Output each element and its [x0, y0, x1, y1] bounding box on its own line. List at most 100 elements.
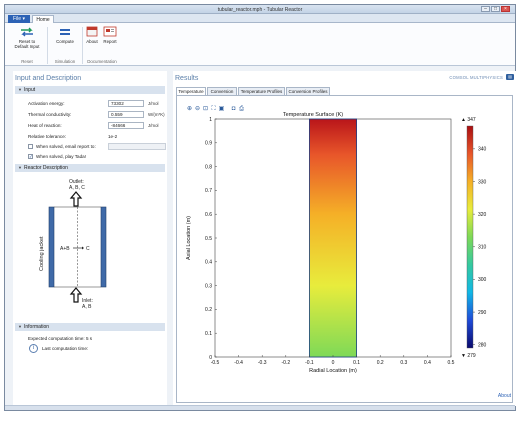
- x-tick-label: -0.5: [211, 360, 220, 366]
- status-bar: [5, 405, 515, 410]
- file-menu-tab[interactable]: File ▾: [8, 15, 30, 23]
- reset-button[interactable]: Reset to Default Input: [11, 26, 43, 49]
- colorbar-tick-label: 300: [478, 277, 487, 283]
- play-tada-checkbox[interactable]: ✓: [28, 154, 33, 159]
- y-tick-label: 0.4: [205, 260, 212, 266]
- about-link[interactable]: About: [497, 393, 511, 399]
- heat-of-reaction-label: Heat of reaction:: [28, 123, 62, 128]
- tab-conversion[interactable]: Conversion: [207, 87, 237, 95]
- y-tick-label: 0.3: [205, 283, 212, 289]
- colorbar-tick-label: 330: [478, 179, 487, 185]
- colorbar: [466, 125, 474, 349]
- y-tick-label: 0: [209, 355, 212, 361]
- zoom-extents-icon[interactable]: ⛶: [211, 106, 216, 112]
- y-tick-label: 0.5: [205, 236, 212, 242]
- y-tick-label: 0.1: [205, 331, 212, 337]
- outlet-label: Outlet:: [69, 179, 84, 185]
- product-label: C: [86, 246, 90, 252]
- collapse-icon: ▼: [18, 324, 22, 329]
- minimize-icon[interactable]: –: [481, 6, 490, 12]
- tolerance-value[interactable]: 1e-2: [108, 134, 118, 139]
- x-tick-label: -0.4: [234, 360, 243, 366]
- y-tick-label: 0.7: [205, 188, 212, 194]
- reactor-section-header[interactable]: ▼ Reactor Description: [15, 164, 165, 172]
- tab-conversion-profiles[interactable]: Conversion Profiles: [286, 87, 330, 95]
- print-icon[interactable]: ⎙: [239, 106, 244, 112]
- thermal-conductivity-input[interactable]: 0.559: [108, 111, 144, 118]
- info-icon: i: [29, 344, 38, 353]
- heat-of-reaction-unit: J/mol: [148, 123, 159, 128]
- thermal-conductivity-label: Thermal conductivity:: [28, 112, 72, 117]
- results-title: Results: [175, 75, 199, 82]
- home-tab[interactable]: Home: [32, 15, 54, 24]
- right-jacket: [100, 206, 107, 288]
- close-icon[interactable]: ×: [501, 6, 510, 12]
- zoom-in-icon[interactable]: ⊕: [186, 106, 193, 112]
- colorbar-tick-label: 310: [478, 245, 487, 251]
- play-tada-label: When solved, play Tada!: [36, 154, 86, 159]
- inlet-species: A, B: [82, 304, 92, 310]
- input-pane-title: Input and Description: [15, 75, 82, 82]
- information-section-header[interactable]: ▼ Information: [15, 323, 165, 331]
- results-pane: Results COMSOL MULTIPHYSICS ▤ Temperatur…: [173, 71, 517, 406]
- heat-of-reaction-input[interactable]: -84666: [108, 122, 144, 129]
- group-label-reset: Reset: [21, 59, 33, 64]
- ribbon: Reset to Default Input Compute About: [5, 23, 515, 66]
- left-jacket: [48, 206, 55, 288]
- about-button[interactable]: About: [83, 26, 101, 44]
- outlet-species: A, B, C: [69, 185, 85, 191]
- group-separator: [82, 27, 83, 64]
- x-tick-label: 0.3: [400, 360, 407, 366]
- activation-energy-input[interactable]: 73302: [108, 100, 144, 107]
- y-tick-label: 0.8: [205, 164, 212, 170]
- zoom-out-icon[interactable]: ⊖: [194, 106, 201, 112]
- tab-temperature[interactable]: Temperature: [176, 87, 206, 95]
- compute-icon: [60, 29, 70, 35]
- about-button-label: About: [86, 39, 98, 44]
- report-icon: [103, 26, 117, 37]
- collapse-icon: ▼: [18, 87, 22, 92]
- tab-temperature-profiles[interactable]: Temperature Profiles: [238, 87, 285, 95]
- x-tick-label: 0.1: [353, 360, 360, 366]
- group-label-documentation: Documentation: [87, 59, 117, 64]
- about-icon: [86, 26, 98, 37]
- compute-button[interactable]: Compute: [51, 26, 79, 44]
- x-axis-label: Radial Location (m): [309, 368, 357, 374]
- email-report-checkbox[interactable]: [28, 144, 33, 149]
- zoom-box-icon[interactable]: ⊡: [202, 106, 209, 112]
- report-button[interactable]: Report: [101, 26, 119, 44]
- title-bar: tubular_reactor.mph - Tubular Reactor – …: [5, 5, 515, 14]
- email-report-label: When solved, email report to:: [36, 144, 96, 149]
- x-tick-label: -0.2: [281, 360, 290, 366]
- colorbar-tick-label: 340: [478, 147, 487, 153]
- ribbon-tab-bar: File ▾ Home: [5, 14, 515, 24]
- camera-icon[interactable]: ◘: [231, 106, 236, 112]
- x-tick-label: -0.1: [305, 360, 314, 366]
- colorbar-tick-label: 290: [478, 310, 487, 316]
- plot-frame: ⊕ ⊖ ⊡ ⛶ ▣ ◘ ⎙ Temperature Surface (K) -0…: [176, 95, 513, 403]
- reset-button-label: Reset to Default Input: [14, 39, 40, 49]
- pane-menu-icon[interactable]: ▤: [506, 74, 514, 80]
- colorbar-min: ▼ 279: [461, 353, 476, 359]
- input-pane: Input and Description ▼ Input Activation…: [13, 71, 167, 406]
- activation-energy-label: Activation energy:: [28, 101, 65, 106]
- view-icon[interactable]: ▣: [218, 106, 225, 112]
- y-tick-label: 0.2: [205, 307, 212, 313]
- y-tick-label: 1: [209, 117, 212, 123]
- group-separator: [47, 27, 48, 64]
- x-tick-label: 0.2: [377, 360, 384, 366]
- tolerance-label: Relative tolerance:: [28, 134, 67, 139]
- input-section-header[interactable]: ▼ Input: [15, 86, 165, 94]
- colorbar-max: ▲ 347: [461, 117, 476, 123]
- window-title: tubular_reactor.mph - Tubular Reactor: [217, 7, 303, 13]
- last-time-text: Last computation time:: [42, 346, 89, 351]
- collapse-icon: ▼: [18, 165, 22, 170]
- compute-button-label: Compute: [56, 39, 74, 44]
- maximize-icon[interactable]: □: [491, 6, 500, 12]
- email-address-input[interactable]: [108, 143, 166, 150]
- inlet-label: Inlet:: [82, 298, 93, 304]
- reset-icon: [21, 27, 33, 37]
- report-button-label: Report: [103, 39, 117, 44]
- expected-time-text: Expected computation time: 5 s: [28, 336, 93, 341]
- comsol-brand: COMSOL MULTIPHYSICS: [449, 75, 503, 80]
